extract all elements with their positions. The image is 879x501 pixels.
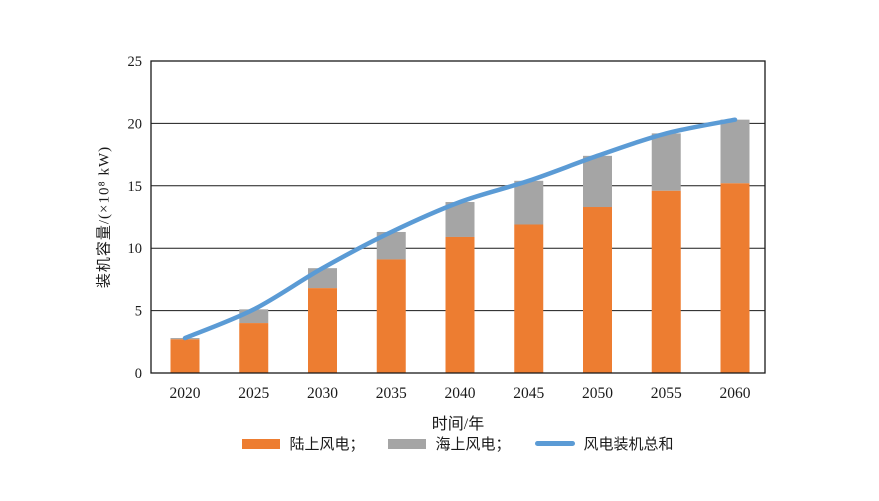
bar-segment-onshore (720, 183, 750, 373)
total-line-legend-swatch (534, 441, 575, 446)
bar-segment-offshore (720, 119, 750, 184)
x-tick-label: 2055 (651, 385, 682, 402)
y-axis-title: 装机容量/(×10⁸ kW) (96, 145, 113, 289)
x-tick-label: 2060 (720, 385, 751, 402)
x-tick-label: 2035 (376, 385, 407, 402)
y-tick-label: 10 (128, 241, 143, 257)
legend-item-offshore: 海上风电； (388, 433, 511, 454)
x-tick-label: 2020 (170, 385, 201, 402)
bar-segment-onshore (651, 190, 681, 373)
bar-segment-onshore (239, 323, 269, 373)
onshore-legend-swatch (242, 438, 281, 449)
legend-item-total: 风电装机总和 (534, 433, 674, 454)
x-tick-label: 2050 (582, 385, 613, 402)
bar-segment-onshore (445, 236, 475, 373)
x-axis-title: 时间/年 (431, 416, 485, 433)
x-tick-label: 2030 (307, 385, 338, 402)
y-tick-label: 0 (135, 366, 142, 382)
x-tick-label: 2040 (445, 385, 476, 402)
onshore-legend-label: 陆上风电； (289, 437, 365, 453)
bar-segment-onshore (514, 224, 544, 373)
total-legend-label: 风电装机总和 (583, 437, 674, 453)
legend: 陆上风电； 海上风电； 风电装机总和 (151, 433, 765, 454)
bar-segment-onshore (583, 207, 612, 373)
offshore-legend-label: 海上风电； (435, 437, 511, 453)
bar-segment-offshore (308, 268, 337, 289)
bar-segment-offshore (583, 155, 612, 208)
bar-segment-onshore (170, 339, 200, 373)
y-tick-label: 25 (128, 54, 143, 70)
bar-segment-onshore (308, 288, 337, 373)
y-tick-label: 20 (128, 116, 143, 132)
x-tick-label: 2025 (238, 385, 269, 402)
offshore-legend-swatch (388, 438, 427, 449)
legend-item-onshore: 陆上风电； (242, 433, 364, 454)
bar-segment-offshore (514, 180, 544, 225)
plot-frame (150, 60, 766, 374)
x-tick-label: 2045 (513, 385, 544, 402)
bar-segment-offshore (651, 133, 681, 191)
bar-segment-onshore (376, 259, 406, 373)
total-capacity-line (182, 117, 738, 341)
y-tick-label: 15 (128, 179, 143, 195)
y-tick-label: 5 (135, 304, 142, 320)
